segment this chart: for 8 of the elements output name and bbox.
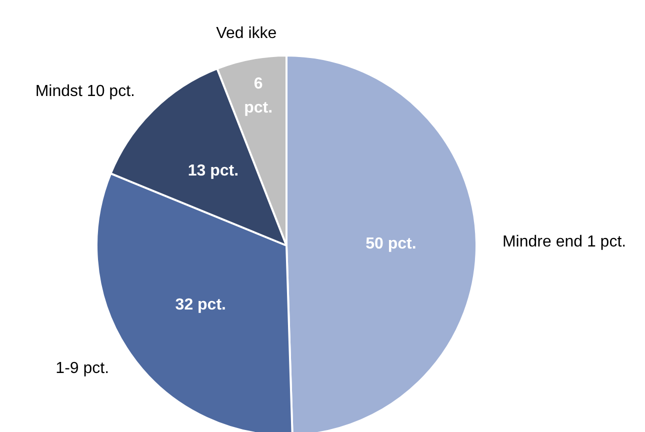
data-label: 6 pct. — [244, 76, 273, 117]
data-label: 32 pct. — [175, 296, 226, 314]
slice-label: Ved ikke — [216, 24, 277, 42]
slice-label: 1-9 pct. — [56, 360, 110, 378]
data-label: 50 pct. — [366, 235, 416, 252]
data-label: 13 pct. — [188, 162, 239, 180]
slice-label: Mindre end 1 pct. — [502, 234, 626, 251]
slice-label: Mindst 10 pct. — [35, 83, 135, 100]
